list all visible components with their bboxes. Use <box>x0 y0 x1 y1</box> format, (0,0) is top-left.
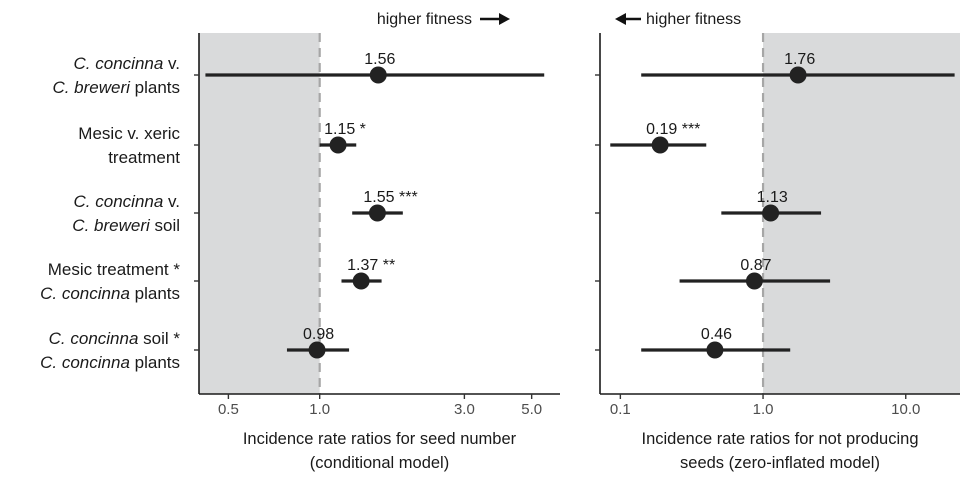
estimate-point <box>308 341 326 359</box>
row-label-italic: C. concinna <box>40 353 130 372</box>
row-label-text: soil <box>150 216 180 235</box>
row-label-line: C. concinna soil * <box>49 329 181 348</box>
estimate-label: 0.98 <box>303 326 334 343</box>
row-label-text: Mesic treatment * <box>48 260 181 279</box>
row-label-text: v. <box>163 192 180 211</box>
row-label-text: plants <box>130 353 180 372</box>
row-label-italic: C. concinna <box>40 284 130 303</box>
estimate-label: 1.37 ** <box>347 257 395 274</box>
estimate-label: 0.46 <box>701 326 732 343</box>
estimate-label: 1.56 <box>364 51 395 68</box>
estimate-point <box>789 66 807 84</box>
x-tick-label: 10.0 <box>891 401 920 418</box>
row-label-line: C. breweri soil <box>72 216 180 235</box>
row-label-italic: C. breweri <box>52 78 131 97</box>
estimate-point <box>651 136 669 154</box>
row-label-text: v. <box>163 54 180 73</box>
row-label-line: C. concinna plants <box>40 353 180 372</box>
panel-not-producing-seeds: 0.1 1.0 10.0 Incidence rate ratios for not … <box>595 11 960 472</box>
estimate-label: 0.19 *** <box>646 121 700 138</box>
row-label-italic: C. concinna <box>49 329 139 348</box>
estimate-point <box>369 66 387 84</box>
estimate-point <box>329 136 347 154</box>
arrow-right-icon <box>499 13 510 25</box>
higher-fitness-label: higher fitness <box>377 11 472 28</box>
x-tick-label: 3.0 <box>454 401 475 418</box>
row-label-text: plants <box>130 284 180 303</box>
estimate-label: 0.87 <box>740 257 771 274</box>
row-label-line: Mesic v. xeric <box>78 124 180 143</box>
estimate-label: 1.15 * <box>324 121 366 138</box>
estimate-point <box>706 341 724 359</box>
estimate-label: 1.13 <box>757 189 788 206</box>
shaded-region <box>199 33 320 394</box>
estimate-point <box>762 204 780 222</box>
higher-fitness-label: higher fitness <box>646 11 741 28</box>
x-axis-title: Incidence rate ratios for not producing <box>642 430 919 448</box>
x-axis-subtitle: seeds (zero-inflated model) <box>680 454 880 472</box>
x-tick-label: 1.0 <box>753 401 774 418</box>
row-label-text: soil * <box>138 329 180 348</box>
estimate-point <box>745 272 763 290</box>
row-label-text: treatment <box>108 148 180 167</box>
x-tick-label: 0.5 <box>218 401 239 418</box>
row-label-italic: C. concinna <box>74 54 164 73</box>
row-label-line: Mesic treatment * <box>48 260 181 279</box>
row-labels: C. concinna v. C. breweri plants Mesic v. … <box>40 54 180 372</box>
row-label-italic: C. breweri <box>72 216 151 235</box>
estimate-label: 1.76 <box>784 51 815 68</box>
x-tick-label: 5.0 <box>521 401 542 418</box>
estimate-point <box>352 272 370 290</box>
row-label-line: C. breweri plants <box>52 78 180 97</box>
row-label-line: C. concinna v. <box>74 54 180 73</box>
x-tick-label: 0.1 <box>610 401 631 418</box>
row-label-line: C. concinna plants <box>40 284 180 303</box>
x-axis-subtitle: (conditional model) <box>310 454 449 472</box>
row-label-line: C. concinna v. <box>74 192 180 211</box>
row-label-italic: C. concinna <box>74 192 164 211</box>
x-axis-title: Incidence rate ratios for seed number <box>243 430 517 448</box>
row-label-line: treatment <box>108 148 180 167</box>
estimate-point <box>368 204 386 222</box>
row-label-text: plants <box>130 78 180 97</box>
x-tick-label: 1.0 <box>309 401 330 418</box>
estimate-label: 1.55 *** <box>363 189 417 206</box>
row-label-text: Mesic v. xeric <box>78 124 180 143</box>
arrow-left-icon <box>615 13 626 25</box>
